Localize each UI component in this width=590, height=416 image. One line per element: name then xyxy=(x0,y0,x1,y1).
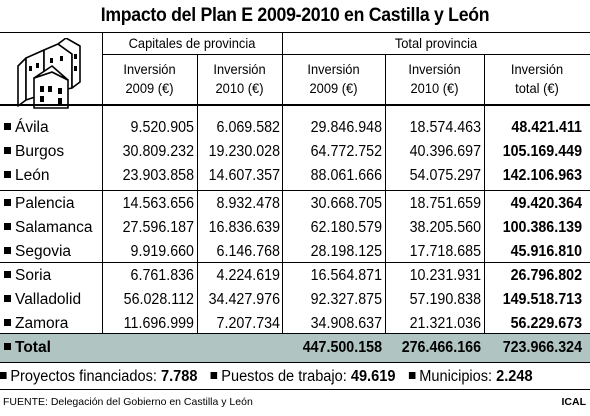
column-header: Inversión total (€) xyxy=(510,61,564,96)
capital-2010: 4.224.619 xyxy=(216,267,280,284)
province-2010: 54.075.297 xyxy=(409,167,481,184)
table-row: Salamanca 27.596.187 16.836.639 62.180.579 3… xyxy=(0,216,590,240)
row-name: Total xyxy=(0,334,105,362)
province-total: 105.169.449 xyxy=(502,143,582,160)
province-2009: 64.772.752 xyxy=(310,143,382,160)
province-2010: 17.718.685 xyxy=(409,243,481,260)
square-bullet-icon xyxy=(4,223,11,230)
province-2009: 16.564.871 xyxy=(310,267,382,284)
brand-label: ICAL xyxy=(561,396,587,408)
footer: FUENTE: Delegación del Gobierno en Casti… xyxy=(0,389,590,416)
capital-2009: 9.919.660 xyxy=(130,243,194,260)
row-name: León xyxy=(0,164,105,188)
square-bullet-icon xyxy=(4,247,11,254)
province-2010: 10.231.931 xyxy=(409,267,481,284)
capital-2009: 23.903.858 xyxy=(122,167,194,184)
province-total: 142.106.963 xyxy=(502,167,582,184)
capital-2010: 7.207.734 xyxy=(216,315,280,332)
total-2010: 276.466.166 xyxy=(401,339,481,356)
capital-2010: 14.607.357 xyxy=(208,167,280,184)
province-2010: 40.396.697 xyxy=(409,143,481,160)
province-2009: 34.908.637 xyxy=(310,315,382,332)
group-header-capitales: Capitales de provincia xyxy=(128,35,256,51)
row-name: Soria xyxy=(0,264,105,288)
capital-2010: 8.932.478 xyxy=(216,195,280,212)
row-name: Segovia xyxy=(0,240,105,264)
square-bullet-icon xyxy=(408,372,416,379)
table-row: Zamora 11.696.999 7.207.734 34.908.637 21.32… xyxy=(0,312,590,336)
province-2009: 62.180.579 xyxy=(310,219,382,236)
column-header: Inversión 2009 (€) xyxy=(307,61,360,96)
province-total: 48.421.411 xyxy=(511,119,582,136)
page-title: Impacto del Plan E 2009-2010 en Castilla… xyxy=(100,5,490,26)
total-2009: 447.500.158 xyxy=(302,339,382,356)
summary-item: Puestos de trabajo: 49.619 xyxy=(210,366,395,388)
total-row: Total 447.500.158 276.466.166 723.966.32… xyxy=(0,334,590,362)
province-total: 26.796.802 xyxy=(510,267,582,284)
column-header: Inversión 2009 (€) xyxy=(123,61,176,96)
table-row: Palencia 14.563.656 8.932.478 30.668.705 18.… xyxy=(0,192,590,216)
province-2010: 21.321.036 xyxy=(409,315,481,332)
capital-2009: 56.028.112 xyxy=(123,291,194,308)
square-bullet-icon xyxy=(4,343,11,350)
table-row: Ávila 9.520.905 6.069.582 29.846.948 18.574.… xyxy=(0,116,590,140)
province-total: 45.916.810 xyxy=(510,243,582,260)
square-bullet-icon xyxy=(4,147,11,154)
square-bullet-icon xyxy=(4,271,11,278)
summary-line: Proyectos financiados: 7.788 Puestos de … xyxy=(0,366,555,388)
row-name: Burgos xyxy=(0,140,105,164)
province-2009: 30.668.705 xyxy=(310,195,382,212)
province-total: 49.420.364 xyxy=(510,195,582,212)
source-note: FUENTE: Delegación del Gobierno en Casti… xyxy=(3,396,253,408)
square-bullet-icon xyxy=(4,199,11,206)
row-name: Salamanca xyxy=(0,216,105,240)
row-name: Ávila xyxy=(0,116,105,140)
capital-2010: 34.427.976 xyxy=(208,291,280,308)
row-name: Valladolid xyxy=(0,288,105,312)
capital-2010: 6.146.768 xyxy=(216,243,280,260)
capital-2010: 6.069.582 xyxy=(216,119,280,136)
province-total: 149.518.713 xyxy=(502,291,582,308)
province-2009: 88.061.666 xyxy=(310,167,382,184)
capital-2009: 27.596.187 xyxy=(122,219,194,236)
capital-2009: 6.761.836 xyxy=(130,267,194,284)
square-bullet-icon xyxy=(4,123,11,130)
province-2009: 28.198.125 xyxy=(310,243,382,260)
capital-2010: 19.230.028 xyxy=(208,143,280,160)
total-total: 723.966.324 xyxy=(502,339,582,356)
square-bullet-icon xyxy=(4,171,11,178)
buildings-icon xyxy=(17,38,81,109)
row-name: Palencia xyxy=(0,192,105,216)
capital-2009: 30.809.232 xyxy=(122,143,194,160)
table-row: Valladolid 56.028.112 34.427.976 92.327.875… xyxy=(0,288,590,312)
square-bullet-icon xyxy=(210,372,218,379)
column-header: Inversión 2010 (€) xyxy=(408,61,461,96)
capital-2009: 14.563.656 xyxy=(122,195,194,212)
table-row: Segovia 9.919.660 6.146.768 28.198.125 17.71… xyxy=(0,240,590,264)
capital-2009: 11.696.999 xyxy=(123,315,194,332)
summary-item: Municipios: 2.248 xyxy=(408,366,533,388)
table-row: Burgos 30.809.232 19.230.028 64.772.752 40.3… xyxy=(0,140,590,164)
summary-item: Proyectos financiados: 7.788 xyxy=(0,366,197,388)
capital-2009: 9.520.905 xyxy=(130,119,194,136)
square-bullet-icon xyxy=(4,295,11,302)
square-bullet-icon xyxy=(0,372,7,379)
capital-2010: 16.836.639 xyxy=(208,219,280,236)
province-2010: 38.205.560 xyxy=(409,219,481,236)
square-bullet-icon xyxy=(4,319,11,326)
province-total: 56.229.673 xyxy=(510,315,582,332)
province-2010: 57.190.838 xyxy=(409,291,481,308)
province-2009: 29.846.948 xyxy=(310,119,382,136)
table-row: León 23.903.858 14.607.357 88.061.666 54.075… xyxy=(0,164,590,188)
group-header-total: Total provincia xyxy=(394,35,478,51)
province-2009: 92.327.875 xyxy=(310,291,382,308)
table-row: Soria 6.761.836 4.224.619 16.564.871 10.231.… xyxy=(0,264,590,288)
province-total: 100.386.139 xyxy=(502,219,582,236)
investment-table: Capitales de provincia Total provincia I… xyxy=(0,32,590,364)
province-2010: 18.751.659 xyxy=(409,195,481,212)
column-header: Inversión 2010 (€) xyxy=(213,61,266,96)
row-name: Zamora xyxy=(0,312,105,336)
province-2010: 18.574.463 xyxy=(409,119,481,136)
